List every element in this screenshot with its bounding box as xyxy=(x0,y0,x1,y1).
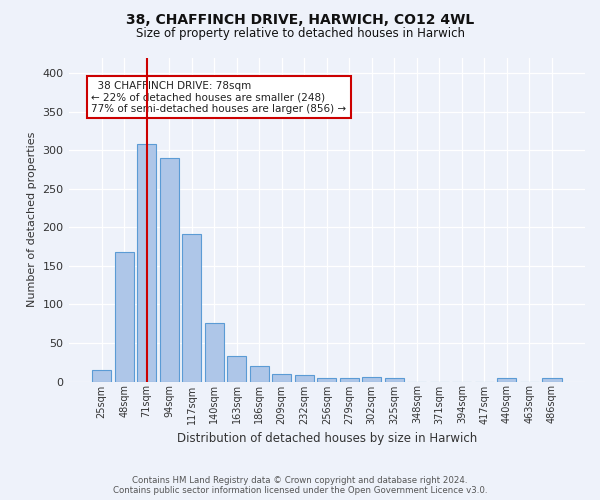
Text: 38, CHAFFINCH DRIVE, HARWICH, CO12 4WL: 38, CHAFFINCH DRIVE, HARWICH, CO12 4WL xyxy=(126,12,474,26)
Bar xyxy=(160,158,179,382)
Bar xyxy=(542,378,562,382)
Bar xyxy=(497,378,517,382)
Bar xyxy=(272,374,292,382)
Bar xyxy=(227,356,246,382)
Bar xyxy=(295,374,314,382)
Y-axis label: Number of detached properties: Number of detached properties xyxy=(27,132,37,307)
Bar xyxy=(250,366,269,382)
Bar xyxy=(205,323,224,382)
Text: Size of property relative to detached houses in Harwich: Size of property relative to detached ho… xyxy=(136,28,464,40)
X-axis label: Distribution of detached houses by size in Harwich: Distribution of detached houses by size … xyxy=(176,432,477,445)
Bar xyxy=(362,377,382,382)
Bar xyxy=(317,378,337,382)
Bar xyxy=(137,144,156,382)
Text: Contains HM Land Registry data © Crown copyright and database right 2024.
Contai: Contains HM Land Registry data © Crown c… xyxy=(113,476,487,495)
Bar xyxy=(385,378,404,382)
Bar xyxy=(182,234,201,382)
Bar xyxy=(92,370,111,382)
Text: 38 CHAFFINCH DRIVE: 78sqm  
← 22% of detached houses are smaller (248)
77% of se: 38 CHAFFINCH DRIVE: 78sqm ← 22% of detac… xyxy=(91,80,347,114)
Bar xyxy=(340,378,359,382)
Bar xyxy=(115,252,134,382)
